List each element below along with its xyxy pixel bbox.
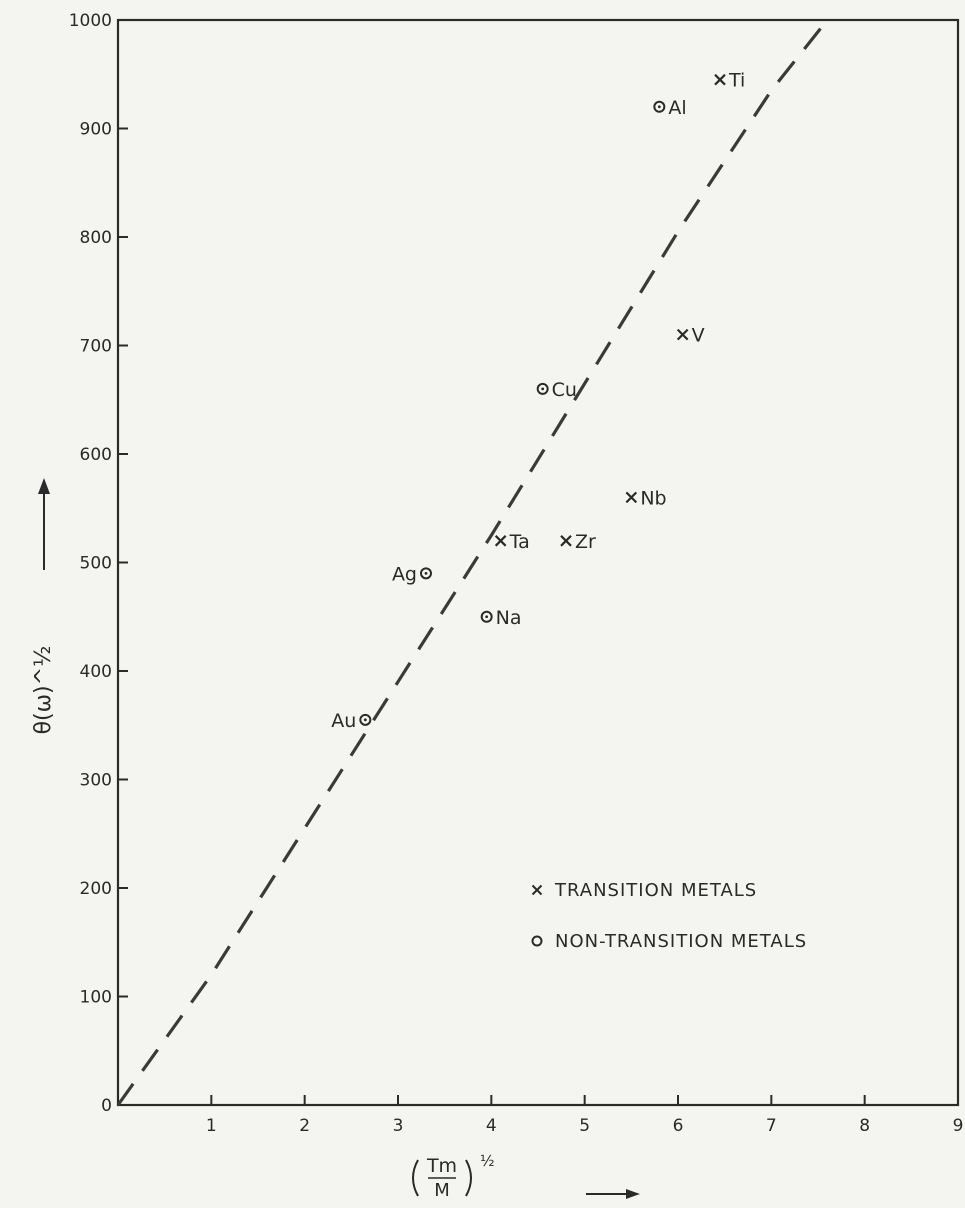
x-label-right-paren <box>465 1159 472 1197</box>
y-tick-label: 200 <box>80 879 112 899</box>
point-center-dot <box>541 387 545 391</box>
legend-o-marker <box>531 935 543 947</box>
x-tick-label: 5 <box>579 1116 590 1136</box>
y-tick-label: 0 <box>101 1096 112 1116</box>
y-tick-label: 800 <box>80 228 112 248</box>
legend-label-non-transition: NON-TRANSITION METALS <box>555 931 807 952</box>
point-label-cu: Cu <box>552 379 577 401</box>
x-tick-label: 7 <box>766 1116 777 1136</box>
point-label-ag: Ag <box>392 563 417 585</box>
x-tick-label: 8 <box>859 1116 870 1136</box>
transition-metal-point <box>494 535 507 547</box>
transition-metal-point <box>676 328 689 341</box>
y-tick-label: 900 <box>80 120 112 140</box>
plot-frame <box>116 18 960 1107</box>
non-transition-metal-point <box>359 713 372 726</box>
x-tick-label: 6 <box>673 1116 684 1136</box>
point-label-v: V <box>692 325 705 347</box>
y-tick-label: 600 <box>80 445 112 465</box>
x-label-left-paren <box>412 1159 419 1197</box>
x-tick-label: 3 <box>393 1116 404 1136</box>
point-label-au: Au <box>331 710 356 732</box>
non-transition-metal-point <box>536 382 549 395</box>
point-label-nb: Nb <box>640 487 666 509</box>
x-tick-label: 9 <box>953 1116 964 1136</box>
point-label-ta: Ta <box>509 531 530 553</box>
y-tick-label: 700 <box>80 337 112 357</box>
non-transition-metal-point <box>653 100 666 113</box>
y-tick-label: 400 <box>80 662 112 682</box>
point-center-dot <box>424 571 428 575</box>
x-tick-label: 4 <box>486 1116 497 1136</box>
point-label-na: Na <box>496 607 522 629</box>
point-center-dot <box>657 105 661 109</box>
x-label-numerator: Tm <box>426 1155 457 1177</box>
non-transition-metal-point <box>480 610 493 623</box>
x-tick-label: 2 <box>299 1116 310 1136</box>
legend-x-marker <box>531 884 543 896</box>
legend-label-transition: TRANSITION METALS <box>554 880 757 901</box>
y-tick-label: 300 <box>80 771 112 791</box>
x-axis-arrowhead <box>626 1189 640 1199</box>
y-axis-label: θ(ω)^½ <box>31 646 56 735</box>
y-axis-arrowhead <box>38 478 50 494</box>
point-label-zr: Zr <box>575 531 596 553</box>
y-tick-label: 100 <box>80 988 112 1008</box>
point-center-dot <box>363 718 367 722</box>
y-tick-label: 500 <box>80 554 112 574</box>
point-label-ti: Ti <box>728 70 745 92</box>
point-label-al: Al <box>668 97 686 119</box>
x-label-denominator: M <box>434 1180 450 1201</box>
transition-metal-point <box>560 535 572 547</box>
trend-line <box>116 19 829 1106</box>
non-transition-metal-point <box>420 567 432 580</box>
x-label-exponent: ½ <box>480 1152 495 1170</box>
point-center-dot <box>485 615 489 619</box>
y-tick-label: 1000 <box>69 11 112 31</box>
transition-metal-point <box>714 73 726 86</box>
x-tick-label: 1 <box>206 1116 217 1136</box>
transition-metal-point <box>625 491 638 504</box>
